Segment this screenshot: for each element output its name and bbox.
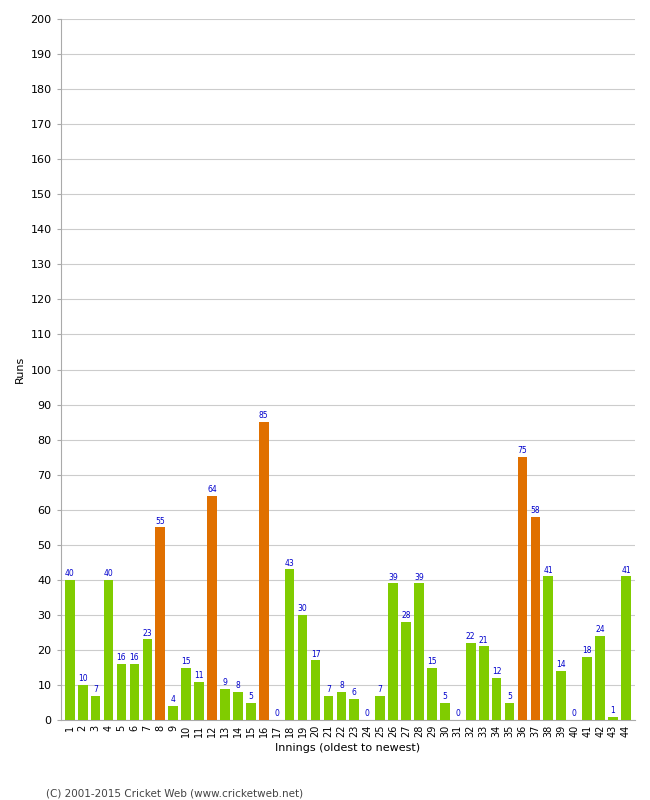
Bar	[207, 496, 217, 720]
Bar	[194, 682, 204, 720]
Text: 75: 75	[517, 446, 527, 455]
Text: 11: 11	[194, 670, 204, 680]
Text: 64: 64	[207, 485, 217, 494]
Bar	[311, 661, 320, 720]
Text: 8: 8	[235, 682, 240, 690]
Text: 5: 5	[443, 692, 447, 701]
Bar	[337, 692, 346, 720]
Bar	[298, 615, 307, 720]
Bar	[414, 583, 424, 720]
Text: (C) 2001-2015 Cricket Web (www.cricketweb.net): (C) 2001-2015 Cricket Web (www.cricketwe…	[46, 788, 303, 798]
Bar	[427, 667, 437, 720]
Text: 10: 10	[78, 674, 88, 683]
Text: 6: 6	[352, 688, 357, 698]
Text: 0: 0	[365, 710, 370, 718]
Text: 9: 9	[222, 678, 227, 686]
Text: 40: 40	[65, 569, 75, 578]
Text: 8: 8	[339, 682, 344, 690]
Text: 55: 55	[155, 517, 165, 526]
Bar	[492, 678, 501, 720]
Bar	[65, 580, 75, 720]
Text: 12: 12	[492, 667, 501, 676]
Bar	[556, 671, 566, 720]
Bar	[78, 685, 88, 720]
Bar	[479, 646, 489, 720]
Text: 43: 43	[285, 558, 294, 567]
Bar	[104, 580, 113, 720]
Bar	[350, 699, 359, 720]
Bar	[142, 639, 152, 720]
Text: 7: 7	[93, 685, 98, 694]
Text: 15: 15	[427, 657, 437, 666]
Text: 15: 15	[181, 657, 191, 666]
X-axis label: Innings (oldest to newest): Innings (oldest to newest)	[276, 743, 421, 753]
Bar	[530, 517, 540, 720]
Bar	[220, 689, 230, 720]
Text: 21: 21	[479, 636, 488, 645]
Bar	[181, 667, 191, 720]
Text: 18: 18	[582, 646, 592, 655]
Bar	[388, 583, 398, 720]
Text: 17: 17	[311, 650, 320, 658]
Text: 16: 16	[117, 654, 126, 662]
Text: 58: 58	[530, 506, 540, 515]
Text: 41: 41	[543, 566, 553, 574]
Bar	[246, 702, 255, 720]
Text: 0: 0	[572, 710, 577, 718]
Bar	[517, 457, 527, 720]
Text: 23: 23	[142, 629, 152, 638]
Text: 16: 16	[129, 654, 139, 662]
Bar	[466, 643, 476, 720]
Text: 4: 4	[171, 695, 176, 704]
Text: 41: 41	[621, 566, 630, 574]
Text: 39: 39	[388, 573, 398, 582]
Text: 28: 28	[401, 611, 411, 620]
Bar	[116, 664, 126, 720]
Text: 40: 40	[104, 569, 114, 578]
Bar	[168, 706, 178, 720]
Bar	[129, 664, 139, 720]
Bar	[285, 570, 294, 720]
Bar	[375, 695, 385, 720]
Bar	[621, 576, 630, 720]
Text: 0: 0	[274, 710, 279, 718]
Text: 1: 1	[610, 706, 616, 715]
Bar	[504, 702, 514, 720]
Text: 14: 14	[556, 660, 566, 670]
Text: 22: 22	[466, 632, 476, 642]
Text: 39: 39	[414, 573, 424, 582]
Text: 7: 7	[378, 685, 383, 694]
Text: 85: 85	[259, 411, 268, 420]
Text: 5: 5	[248, 692, 254, 701]
Text: 7: 7	[326, 685, 331, 694]
Text: 30: 30	[298, 604, 307, 613]
Bar	[440, 702, 450, 720]
Bar	[401, 622, 411, 720]
Text: 5: 5	[507, 692, 512, 701]
Bar	[233, 692, 242, 720]
Text: 0: 0	[456, 710, 460, 718]
Bar	[608, 717, 618, 720]
Bar	[324, 695, 333, 720]
Bar	[155, 527, 165, 720]
Bar	[543, 576, 553, 720]
Y-axis label: Runs: Runs	[15, 356, 25, 383]
Text: 24: 24	[595, 626, 605, 634]
Bar	[595, 636, 605, 720]
Bar	[259, 422, 268, 720]
Bar	[582, 657, 592, 720]
Bar	[91, 695, 101, 720]
